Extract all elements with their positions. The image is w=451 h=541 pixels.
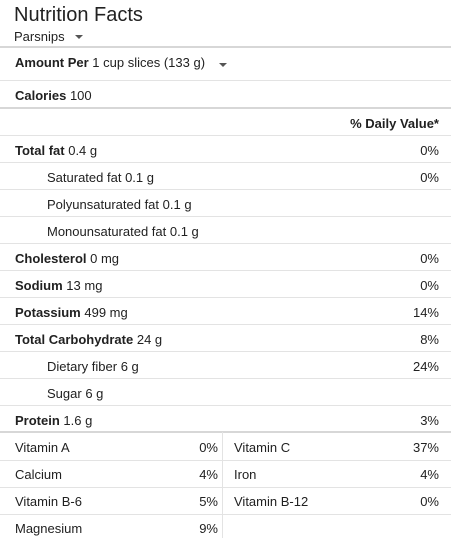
nutrient-amount: 24 g: [136, 331, 163, 347]
vitamin-pct: 37%: [412, 439, 439, 455]
food-name: Parsnips: [14, 29, 65, 44]
vitamin-name: Calcium: [15, 466, 62, 482]
nutrient-label: Total Carbohydrate: [15, 331, 134, 347]
divider: [0, 80, 451, 81]
nutrient-row-protein: Protein 1.6 g 3%: [0, 407, 451, 433]
divider: [0, 270, 451, 271]
nutrient-amount: 0.1 g: [125, 169, 154, 185]
vitamin-pct: 4%: [199, 466, 218, 482]
divider: [0, 351, 451, 352]
nutrient-amount: 0.4 g: [68, 142, 98, 158]
nutrient-row-saturated-fat: Saturated fat 0.1 g 0%: [0, 164, 451, 190]
nutrient-label: Sodium: [15, 277, 63, 293]
page-title: Nutrition Facts: [14, 4, 143, 26]
nutrient-pct: 8%: [420, 331, 439, 347]
nutrient-row-sugar: Sugar 6 g: [0, 380, 451, 406]
vitamin-name: Vitamin A: [15, 439, 70, 455]
nutrient-pct: 24%: [412, 358, 439, 374]
vitamin-pct: [360, 515, 439, 541]
serving-value: 1 cup slices (133 g): [92, 54, 206, 70]
daily-value-header: % Daily Value*: [350, 115, 439, 131]
nutrient-label: Saturated fat: [47, 169, 122, 185]
divider: [0, 216, 451, 217]
nutrient-row-cholesterol: Cholesterol 0 mg 0%: [0, 245, 451, 271]
serving-selector[interactable]: Amount Per 1 cup slices (133 g): [15, 55, 439, 70]
nutrient-amount: 0 mg: [90, 250, 120, 266]
divider: [0, 487, 451, 488]
nutrient-label: Cholesterol: [15, 250, 87, 266]
vitamin-pct: 4%: [420, 466, 439, 482]
vitamin-pct: 5%: [199, 493, 218, 509]
nutrient-amount: 13 mg: [66, 277, 103, 293]
divider: [0, 135, 451, 136]
nutrient-amount: 499 mg: [84, 304, 128, 320]
chevron-down-icon: [218, 62, 227, 67]
nutrient-label: Protein: [15, 412, 60, 428]
nutrient-amount: 0.1 g: [162, 196, 192, 212]
food-selector[interactable]: Parsnips: [14, 29, 444, 44]
vitamin-pct: 0%: [199, 439, 218, 455]
vitamin-name: Iron: [234, 466, 257, 482]
divider: [0, 514, 451, 515]
divider: [0, 405, 451, 406]
divider: [0, 324, 451, 325]
divider: [0, 431, 451, 433]
chevron-down-icon: [74, 35, 83, 39]
nutrient-pct: 0%: [420, 142, 439, 158]
divider: [0, 162, 451, 163]
calories-label: Calories: [15, 87, 67, 103]
vitamin-name: Vitamin B-6: [15, 493, 82, 509]
nutrient-amount: 6 g: [85, 385, 104, 401]
vitamin-row: Vitamin B-6 5% Vitamin B-12 0%: [0, 488, 451, 514]
nutrient-label: Potassium: [15, 304, 81, 320]
nutrient-label: Sugar: [47, 385, 82, 401]
nutrient-pct: 0%: [420, 277, 439, 293]
vitamin-row: Calcium 4% Iron 4%: [0, 461, 451, 487]
divider: [0, 46, 451, 48]
nutrient-row-polyunsaturated-fat: Polyunsaturated fat 0.1 g: [0, 191, 451, 217]
nutrient-pct: 0%: [420, 169, 439, 185]
nutrient-row-sodium: Sodium 13 mg 0%: [0, 272, 451, 298]
vitamin-row: Vitamin A 0% Vitamin C 37%: [0, 434, 451, 460]
divider: [0, 378, 451, 379]
nutrient-amount: 0.1 g: [169, 223, 199, 239]
nutrient-pct: 3%: [420, 412, 439, 428]
nutrient-row-dietary-fiber: Dietary fiber 6 g 24%: [0, 353, 451, 379]
vitamin-pct: 9%: [199, 520, 218, 536]
vitamin-pct: 0%: [420, 493, 439, 509]
nutrient-label: Monounsaturated fat: [47, 223, 167, 239]
nutrient-label: Polyunsaturated fat: [47, 196, 160, 212]
nutrient-amount: 6 g: [120, 358, 139, 374]
nutrient-row-monounsaturated-fat: Monounsaturated fat 0.1 g: [0, 218, 451, 244]
vitamin-name: Magnesium: [15, 520, 83, 536]
nutrition-header: Nutrition Facts Parsnips: [14, 4, 444, 44]
calories-row: Calories 100: [0, 82, 451, 108]
divider: [0, 189, 451, 190]
divider: [0, 243, 451, 244]
daily-value-header-row: % Daily Value*: [0, 110, 451, 136]
nutrient-pct: 14%: [412, 304, 439, 320]
nutrient-row-total-fat: Total fat 0.4 g 0%: [0, 137, 451, 163]
divider: [0, 107, 451, 109]
vitamin-name: Vitamin B-12: [234, 493, 309, 509]
vitamin-name: Vitamin C: [234, 439, 291, 455]
serving-label: Amount Per: [15, 54, 89, 70]
column-divider: [222, 432, 223, 538]
nutrient-row-potassium: Potassium 499 mg 14%: [0, 299, 451, 325]
nutrient-label: Dietary fiber: [47, 358, 118, 374]
serving-row: Amount Per 1 cup slices (133 g): [0, 49, 451, 75]
nutrient-amount: 1.6 g: [63, 412, 93, 428]
nutrient-label: Total fat: [15, 142, 65, 158]
vitamin-row: Magnesium 9%: [0, 515, 451, 541]
divider: [0, 297, 451, 298]
calories-value: 100: [69, 87, 92, 103]
nutrient-row-total-carbohydrate: Total Carbohydrate 24 g 8%: [0, 326, 451, 352]
nutrient-pct: 0%: [420, 250, 439, 266]
divider: [0, 460, 451, 461]
